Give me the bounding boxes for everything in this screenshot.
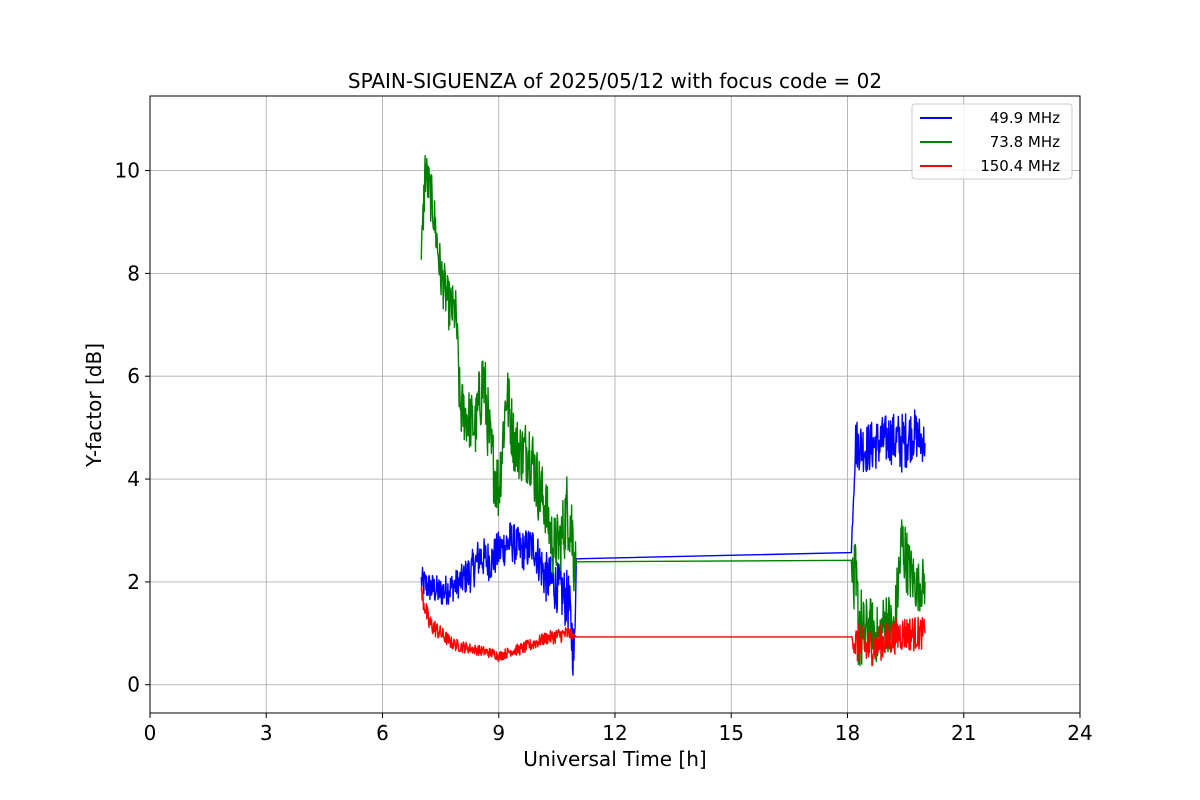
legend-label: 73.8 MHz (990, 133, 1060, 151)
series-0 (420, 409, 926, 676)
y-tick-label: 0 (127, 673, 140, 697)
legend-label: 49.9 MHz (990, 109, 1060, 127)
y-tick-label: 4 (127, 467, 140, 491)
series-2 (420, 585, 926, 667)
y-ticks: 0 2 4 6 8 10 (115, 159, 150, 697)
x-axis-title: Universal Time [h] (523, 747, 706, 771)
x-tick-label: 21 (951, 721, 976, 745)
x-tick-label: 6 (376, 721, 389, 745)
x-tick-label: 15 (719, 721, 744, 745)
y-axis-title: Y-factor [dB] (82, 343, 106, 468)
y-tick-label: 8 (127, 261, 140, 285)
x-tick-label: 3 (260, 721, 273, 745)
legend: 49.9 MHz 73.8 MHz 150.4 MHz (911, 103, 1073, 180)
y-tick-label: 6 (127, 364, 140, 388)
series-line-2 (420, 585, 926, 667)
x-ticks: 0 3 6 9 12 15 18 21 24 (144, 713, 1093, 745)
chart-title: SPAIN-SIGUENZA of 2025/05/12 with focus … (348, 69, 882, 93)
y-tick-label: 10 (115, 159, 140, 183)
x-tick-label: 9 (492, 721, 505, 745)
x-tick-label: 12 (602, 721, 627, 745)
legend-box (911, 103, 1073, 180)
y-tick-label: 2 (127, 570, 140, 594)
x-tick-label: 24 (1067, 721, 1092, 745)
series-line-0 (420, 409, 926, 676)
legend-label: 150.4 MHz (980, 157, 1060, 175)
x-tick-label: 18 (835, 721, 860, 745)
x-tick-label: 0 (144, 721, 157, 745)
series-layer (420, 155, 926, 676)
